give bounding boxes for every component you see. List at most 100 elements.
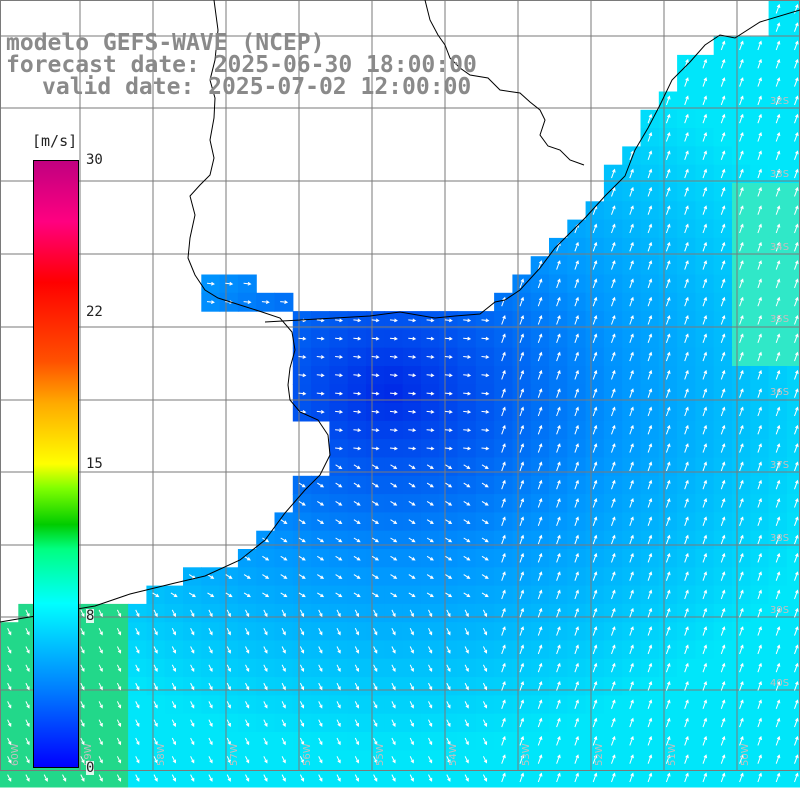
wind-arrow [665, 626, 671, 636]
wind-arrow [519, 662, 525, 673]
wind-arrow [647, 406, 653, 417]
wind-arrow [190, 737, 195, 746]
wind-arrow [519, 644, 525, 655]
wind-arrow [537, 662, 543, 673]
wind-arrow [592, 388, 598, 398]
wind-arrow [794, 717, 799, 728]
wind-arrow [739, 772, 744, 783]
wind-arrow [739, 333, 744, 343]
wind-arrow [537, 406, 543, 417]
wind-arrow [519, 424, 525, 435]
wind-arrow [444, 318, 453, 323]
wind-arrow [408, 428, 417, 433]
wind-arrow [720, 95, 726, 106]
wind-arrow [537, 571, 543, 581]
wind-arrow [665, 699, 671, 709]
wind-arrow [281, 682, 286, 691]
wind-arrow [702, 479, 708, 490]
wind-arrow [208, 682, 213, 691]
wind-arrow [262, 555, 270, 561]
wind-arrow [665, 754, 671, 764]
wind-arrow [445, 574, 453, 579]
wind-arrow [537, 589, 543, 600]
wind-arrow [720, 58, 726, 69]
wind-arrow [409, 774, 414, 782]
longitude-label: 60W [10, 743, 21, 766]
wind-arrow [757, 644, 762, 655]
wind-arrow [482, 701, 488, 709]
wind-cell [786, 274, 800, 294]
wind-arrow [757, 388, 762, 398]
wind-arrow [556, 351, 561, 362]
wind-arrow [353, 409, 362, 414]
wind-arrow [280, 555, 288, 561]
wind-arrow [207, 592, 215, 598]
wind-arrow [665, 571, 671, 581]
wind-arrow [629, 406, 634, 417]
wind-arrow [318, 627, 323, 636]
wind-arrow [702, 498, 708, 508]
forecast-date: forecast date: 2025-06-30 18:00:00 [6, 52, 477, 78]
wind-arrow [299, 756, 305, 764]
wind-arrow [647, 772, 653, 783]
wind-arrow [647, 552, 653, 563]
wind-arrow [665, 278, 671, 289]
wind-arrow [720, 516, 726, 526]
latitude-label: 36S [770, 387, 789, 398]
wind-arrow [190, 774, 195, 782]
wind-cell [786, 91, 800, 111]
wind-arrow [519, 333, 525, 343]
wind-arrow [684, 315, 689, 325]
wind-arrow [684, 132, 689, 142]
wind-arrow [190, 646, 195, 654]
wind-arrow [592, 644, 598, 655]
wind-arrow [611, 205, 616, 215]
wind-arrow [153, 701, 158, 709]
wind-arrow [426, 500, 434, 506]
wind-arrow [519, 461, 525, 472]
wind-arrow [519, 479, 525, 490]
wind-arrow [720, 223, 726, 234]
wind-arrow [775, 461, 781, 472]
wind-arrow [611, 662, 616, 673]
wind-arrow [354, 664, 359, 673]
wind-arrow [537, 516, 543, 526]
wind-arrow [684, 498, 689, 508]
longitude-label: 53W [521, 743, 532, 766]
wind-arrow [665, 369, 671, 380]
wind-arrow [720, 498, 726, 508]
wind-arrow [318, 701, 323, 709]
wind-arrow [7, 646, 12, 654]
wind-arrow [299, 719, 305, 727]
wind-arrow [775, 333, 781, 343]
wind-arrow [592, 260, 598, 270]
wind-arrow [135, 664, 140, 673]
wind-arrow [537, 681, 543, 691]
wind-arrow [116, 701, 122, 709]
wind-arrow [281, 627, 286, 636]
wind-arrow [775, 168, 781, 179]
wind-arrow [354, 719, 359, 727]
wind-arrow [171, 609, 176, 618]
wind-arrow [519, 552, 525, 563]
wind-cell [786, 439, 800, 459]
wind-arrow [298, 391, 307, 396]
wind-arrow [537, 260, 543, 270]
wind-arrow [574, 479, 579, 490]
wind-arrow [226, 609, 231, 618]
wind-arrow [371, 482, 380, 488]
wind-arrow [592, 223, 598, 234]
wind-arrow [501, 333, 506, 343]
wind-arrow [135, 719, 140, 727]
wind-arrow [353, 519, 361, 524]
wind-arrow [316, 318, 325, 323]
wind-arrow [739, 735, 744, 746]
wind-arrow [299, 701, 305, 709]
wind-arrow [501, 772, 506, 783]
wind-arrow [757, 260, 762, 270]
wind-arrow [574, 241, 579, 252]
wind-arrow [684, 461, 689, 472]
wind-arrow [702, 132, 708, 142]
wind-arrow [317, 574, 325, 579]
wind-arrow [757, 278, 762, 289]
